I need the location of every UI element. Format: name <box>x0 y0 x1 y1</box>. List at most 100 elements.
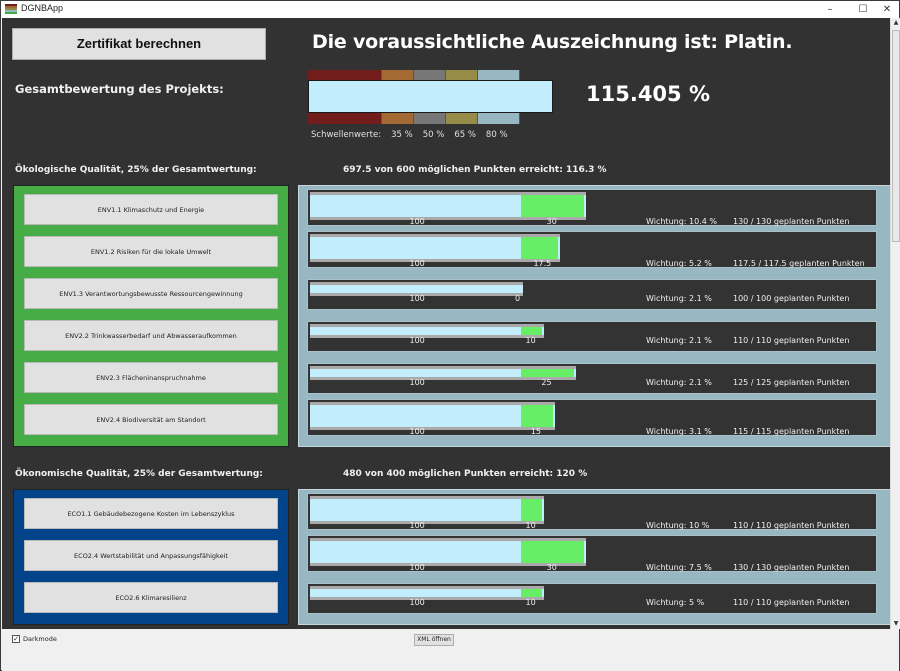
criteria-panel: ENV1.1 Klimaschutz und Energie ENV1.2 Ris… <box>13 185 289 447</box>
bonus-points-label: 30 <box>546 217 557 226</box>
weight-label: Wichtung: 2.1 % <box>646 336 712 345</box>
bonus-points-label: 10 <box>525 521 536 530</box>
criterion-button[interactable]: ENV1.3 Verantwortungsbewusste Ressourcen… <box>24 278 278 309</box>
planned-points-label: 110 / 110 geplanten Punkten <box>733 598 850 607</box>
criterion-button[interactable]: ENV2.2 Trinkwasserbedarf und Abwasserauf… <box>24 320 278 351</box>
bonus-fill <box>521 589 543 597</box>
title-bar: DGNBApp – ☐ ✕ <box>1 1 899 18</box>
criterion-bar-row: 100 30 Wichtung: 7.5 % 130 / 130 geplanten … <box>307 535 877 572</box>
maximize-button[interactable]: ☐ <box>858 4 868 15</box>
bonus-fill <box>521 369 574 377</box>
bonus-fill <box>521 195 585 217</box>
base-points-label: 100 <box>409 294 425 303</box>
section-title: Ökologische Qualität, 25% der Gesamtwert… <box>15 165 257 175</box>
base-points-label: 100 <box>409 598 425 607</box>
open-xml-button[interactable]: XML öffnen <box>414 634 454 646</box>
threshold-segment <box>478 113 520 124</box>
criterion-button[interactable]: ENV1.1 Klimaschutz und Energie <box>24 194 278 225</box>
weight-label: Wichtung: 5 % <box>646 598 705 607</box>
threshold-value: 80 % <box>485 130 508 140</box>
criterion-bar-row: 100 30 Wichtung: 10.4 % 130 / 130 geplanten… <box>307 189 877 226</box>
criterion-bar-row: 100 10 Wichtung: 10 % 110 / 110 geplanten P… <box>307 493 877 530</box>
darkmode-checkbox[interactable]: ✓ <box>12 635 20 643</box>
criterion-button[interactable]: ENV2.3 Flächeninanspruchnahme <box>24 362 278 393</box>
close-button[interactable]: ✕ <box>882 4 892 15</box>
bonus-points-label: 10 <box>525 336 536 345</box>
base-points-label: 100 <box>409 521 425 530</box>
threshold-segment <box>382 113 414 124</box>
bonus-fill <box>521 499 543 521</box>
planned-points-label: 100 / 100 geplanten Punkten <box>733 294 850 303</box>
criterion-progress-bar <box>310 192 587 220</box>
criterion-progress-bar <box>310 496 545 524</box>
scroll-down-icon[interactable]: ▼ <box>893 620 899 627</box>
bonus-fill <box>521 541 585 563</box>
criterion-button[interactable]: ENV2.4 Biodiversität am Standort <box>24 404 278 435</box>
overall-progress-bar <box>308 80 553 113</box>
bonus-fill <box>521 405 553 427</box>
threshold-segment <box>446 113 478 124</box>
threshold-value: 65 % <box>454 130 476 140</box>
threshold-segment <box>414 70 446 81</box>
bonus-points-label: 25 <box>541 378 552 387</box>
app-icon <box>5 4 17 14</box>
bar-panel: 100 10 Wichtung: 10 % 110 / 110 geplanten P… <box>298 489 890 625</box>
criterion-bar-row: 100 15 Wichtung: 3.1 % 115 / 115 geplanten … <box>307 399 877 436</box>
criterion-bar-row: 100 10 Wichtung: 5 % 110 / 110 geplanten Pu… <box>307 583 877 614</box>
section-title: Ökonomische Qualität, 25% der Gesamtwert… <box>15 469 263 479</box>
criterion-button[interactable]: ECO2.6 Klimaresilienz <box>24 582 278 613</box>
scroll-up-icon[interactable]: ▲ <box>893 19 899 26</box>
criterion-button[interactable]: ECO1.1 Gebäudebezogene Kosten im Lebensz… <box>24 498 278 529</box>
planned-points-label: 130 / 130 geplanten Punkten <box>733 563 850 572</box>
window-title: DGNBApp <box>21 3 64 13</box>
overall-rating-label: Gesamtbewertung des Projekts: <box>15 82 224 96</box>
criterion-progress-bar <box>310 366 576 380</box>
threshold-segment <box>478 70 520 81</box>
planned-points-label: 110 / 110 geplanten Punkten <box>733 521 850 530</box>
scrollbar-thumb[interactable] <box>892 30 900 242</box>
vertical-scrollbar[interactable]: ▲ ▼ <box>890 18 900 629</box>
threshold-band-bottom <box>308 113 520 124</box>
threshold-band-top <box>308 70 520 81</box>
base-points-label: 100 <box>409 336 425 345</box>
minimize-button[interactable]: – <box>827 4 833 15</box>
threshold-segment <box>382 70 414 81</box>
darkmode-label: Darkmode <box>23 635 57 643</box>
criterion-bar-row: 100 17.5 Wichtung: 5.2 % 117.5 / 117.5 gepl… <box>307 231 877 268</box>
threshold-segment <box>414 113 446 124</box>
bonus-fill <box>521 327 543 335</box>
base-points-label: 100 <box>409 427 425 436</box>
threshold-segment <box>308 70 382 81</box>
criterion-button[interactable]: ECO2.4 Wertstabilität und Anpassungsfähi… <box>24 540 278 571</box>
weight-label: Wichtung: 3.1 % <box>646 427 712 436</box>
threshold-labels: Schwellenwerte: 35 % 50 % 65 % 80 % <box>311 130 518 140</box>
weight-label: Wichtung: 2.1 % <box>646 294 712 303</box>
bonus-points-label: 17.5 <box>533 259 552 268</box>
footer-bar: ✓ Darkmode XML öffnen <box>2 629 899 671</box>
bonus-points-label: 30 <box>546 563 557 572</box>
bar-panel: 100 30 Wichtung: 10.4 % 130 / 130 geplanten… <box>298 185 890 447</box>
bonus-points-label: 0 <box>515 294 521 303</box>
criterion-bar-row: 100 0 Wichtung: 2.1 % 100 / 100 geplanten P… <box>307 279 877 310</box>
planned-points-label: 125 / 125 geplanten Punkten <box>733 378 850 387</box>
weight-label: Wichtung: 7.5 % <box>646 563 712 572</box>
threshold-segment <box>308 113 382 124</box>
criterion-button[interactable]: ENV1.2 Risiken für die lokale Umwelt <box>24 236 278 267</box>
threshold-segment <box>446 70 478 81</box>
criterion-progress-bar <box>310 538 587 566</box>
criteria-panel: ECO1.1 Gebäudebezogene Kosten im Lebensz… <box>13 489 289 625</box>
bonus-points-label: 15 <box>530 427 541 436</box>
base-points-label: 100 <box>409 563 425 572</box>
planned-points-label: 130 / 130 geplanten Punkten <box>733 217 850 226</box>
planned-points-label: 110 / 110 geplanten Punkten <box>733 336 850 345</box>
threshold-prefix: Schwellenwerte: <box>311 130 382 140</box>
criterion-progress-bar <box>310 402 555 430</box>
weight-label: Wichtung: 10 % <box>646 521 710 530</box>
calculate-certificate-button[interactable]: Zertifikat berechnen <box>12 28 266 60</box>
award-headline: Die voraussichtliche Auszeichnung ist: P… <box>312 31 793 53</box>
criterion-progress-bar <box>310 282 523 296</box>
planned-points-label: 117.5 / 117.5 geplanten Punkten <box>733 259 865 268</box>
criterion-progress-bar <box>310 234 560 262</box>
section-points-summary: 697.5 von 600 möglichen Punkten erreicht… <box>343 165 607 175</box>
